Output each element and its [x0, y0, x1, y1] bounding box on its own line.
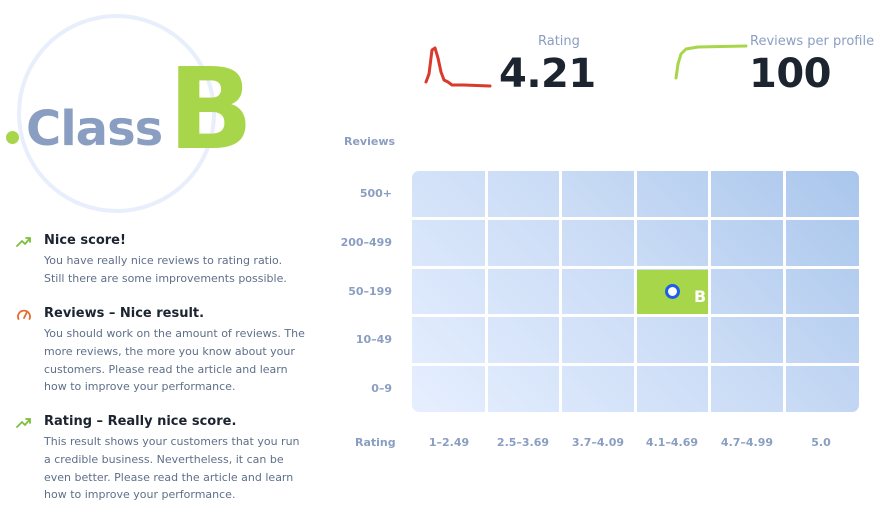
insight-description: You should work on the amount of reviews…: [44, 327, 305, 394]
reviews-per-profile-value: 100: [749, 51, 832, 97]
insight-title: Reviews – Nice result.: [44, 306, 205, 321]
class-ring: [17, 14, 216, 213]
column-label: 2.5–3.69: [496, 436, 550, 449]
class-dot: [6, 131, 19, 144]
insight-title: Rating – Really nice score.: [44, 414, 237, 429]
column-label: 3.7–4.09: [571, 436, 625, 449]
rating-label: Rating: [538, 34, 580, 49]
insight-description: You have really nice reviews to rating r…: [44, 254, 287, 285]
grid-divider: [634, 171, 637, 412]
gauge-icon: [17, 309, 31, 320]
reviews-per-profile-label: Reviews per profile: [750, 34, 875, 49]
row-label: 200–499: [340, 236, 392, 249]
column-label: 1–2.49: [428, 436, 470, 449]
grid-divider: [485, 171, 488, 412]
insight-title: Nice score!: [44, 233, 126, 248]
grid-divider: [412, 363, 859, 366]
insight-description: This result shows your customers that yo…: [44, 435, 300, 502]
grid-divider: [412, 314, 859, 317]
rating-value: 4.21: [499, 51, 596, 97]
rating-sparkline-icon: [424, 46, 492, 88]
column-label: 4.7–4.99: [720, 436, 774, 449]
x-axis-title: Rating: [355, 436, 396, 449]
active-cell-grade: B: [694, 287, 707, 306]
grid-divider: [708, 171, 711, 412]
row-label: 500+: [359, 187, 392, 200]
class-grade: B: [168, 45, 254, 175]
rating-reviews-matrix: [412, 171, 859, 412]
position-marker: [665, 284, 680, 299]
trend-up-icon: [16, 237, 31, 247]
grid-divider: [412, 266, 859, 269]
grid-divider: [783, 171, 786, 412]
column-label: 4.1–4.69: [645, 436, 699, 449]
column-label: 5.0: [811, 436, 831, 449]
reviews-sparkline-icon: [674, 44, 748, 80]
row-label: 10–49: [355, 333, 392, 346]
grid-divider: [412, 217, 859, 220]
row-label: 0–9: [371, 382, 392, 395]
row-label: 50–199: [348, 285, 392, 298]
class-label: Class: [26, 101, 163, 157]
trend-up-icon: [16, 418, 31, 428]
grid-divider: [559, 171, 562, 412]
y-axis-title: Reviews: [344, 135, 396, 148]
